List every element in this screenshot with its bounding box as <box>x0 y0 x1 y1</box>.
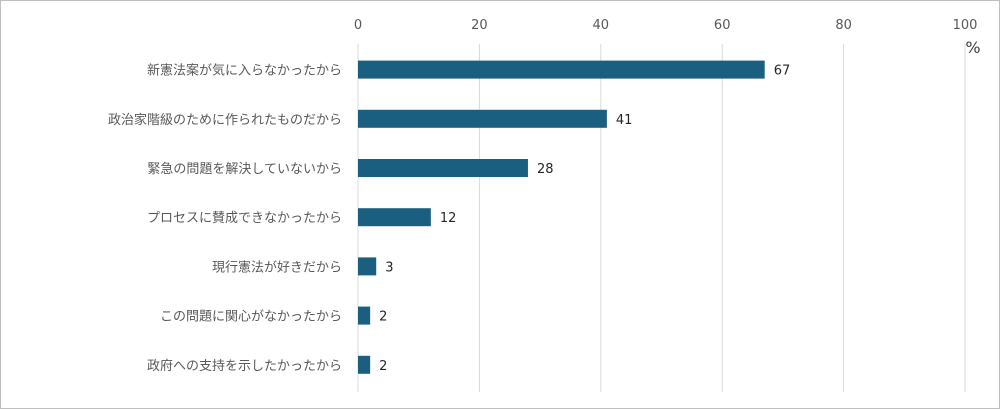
data-label: 41 <box>616 113 633 128</box>
category-label: 現行憲法が好きだから <box>212 259 342 275</box>
data-label: 3 <box>385 260 393 275</box>
bars <box>358 60 765 374</box>
category-label: 緊急の問題を解決していないから <box>147 162 342 177</box>
x-axis-ticks: 0 20 40 60 80 100 <box>354 18 978 33</box>
category-label: 政府への支持を示したかったから <box>147 359 342 374</box>
bar <box>358 60 765 79</box>
data-labels: 67 41 28 12 3 2 2 <box>379 64 790 374</box>
data-label: 12 <box>440 211 457 226</box>
x-tick-label: 40 <box>593 18 610 33</box>
gridlines <box>357 44 966 392</box>
bar <box>358 355 371 374</box>
x-tick-label: 60 <box>714 18 731 33</box>
category-label: 政治家階級のために作られたものだから <box>108 112 342 128</box>
bar <box>358 109 607 128</box>
data-label: 28 <box>537 162 554 177</box>
x-tick-label: 20 <box>471 18 488 33</box>
data-label: 2 <box>379 359 387 374</box>
x-axis-unit-label: % <box>965 38 980 57</box>
data-label: 2 <box>379 310 387 325</box>
bar <box>358 159 528 177</box>
bar <box>358 306 371 325</box>
data-label: 67 <box>774 64 791 79</box>
x-tick-label: 100 <box>953 18 978 33</box>
category-label: 新憲法案が気に入らなかったから <box>147 63 342 79</box>
bar <box>358 208 431 227</box>
x-tick-label: 80 <box>835 18 852 33</box>
category-label: この問題に関心がなかったから <box>160 310 342 325</box>
category-label: プロセスに賛成できなかったから <box>147 211 342 226</box>
category-labels: 新憲法案が気に入らなかったから政治家階級のために作られたものだから緊急の問題を解… <box>108 63 342 374</box>
x-tick-label: 0 <box>354 18 362 33</box>
bar <box>358 257 377 276</box>
